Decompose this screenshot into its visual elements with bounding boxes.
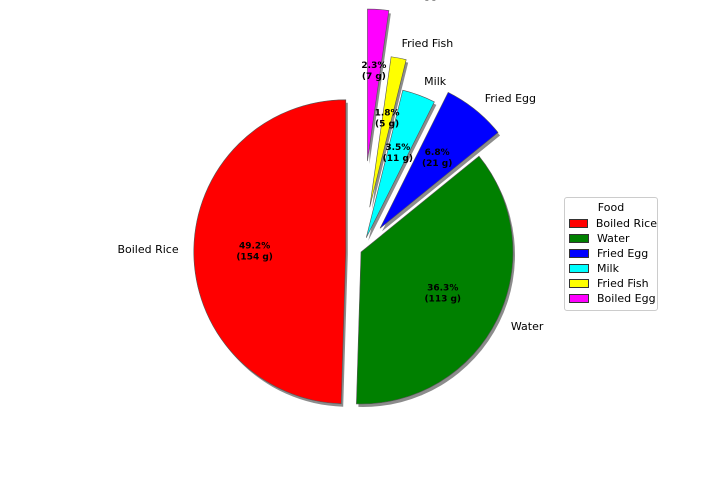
legend-title: Food xyxy=(597,201,625,214)
percent-label-fried-egg: 6.8% (21 g) xyxy=(422,148,452,169)
legend-swatch xyxy=(569,294,589,303)
slice-label-water: Water xyxy=(511,320,544,333)
slice-shadow-fried-fish xyxy=(371,59,409,211)
pie-slice-fried-fish xyxy=(369,56,407,208)
legend-label: Boiled Rice xyxy=(595,217,657,230)
category-labels: Boiled Rice Water Fried Egg Milk Fried Fish B… xyxy=(117,0,543,333)
percent-labels: 49.2% (154 g) 36.3% (113 g) 6.8% (21 g) 3.5% (1… xyxy=(236,61,461,304)
pie-slice-boiled-rice xyxy=(193,99,347,405)
slice-label-fried-egg: Fried Egg xyxy=(485,92,536,105)
legend-entry-fried-egg: Fried Egg xyxy=(565,246,657,261)
legend-swatch xyxy=(569,219,588,228)
legend-entry-fried-fish: Fried Fish xyxy=(565,276,657,291)
pie-slice-boiled-egg xyxy=(367,8,390,162)
pie-slices xyxy=(193,8,514,405)
legend-entry-boiled-egg: Boiled Egg xyxy=(565,291,657,306)
slice-label-milk: Milk xyxy=(424,75,447,88)
pie-slice-milk xyxy=(365,89,435,238)
percent-label-boiled-egg: 2.3% (7 g) xyxy=(361,61,386,82)
percent-label-milk: 3.5% (11 g) xyxy=(383,143,413,164)
pie-slice-water xyxy=(356,155,514,405)
legend-entry-water: Water xyxy=(565,231,657,246)
percent-label-fried-fish: 1.8% (5 g) xyxy=(375,109,400,130)
legend-entry-milk: Milk xyxy=(565,261,657,276)
legend-swatch xyxy=(569,279,589,288)
pie-slice-fried-egg xyxy=(379,92,499,229)
legend-label: Milk xyxy=(597,262,619,275)
slice-label-fried-fish: Fried Fish xyxy=(402,37,454,50)
slice-label-boiled-rice: Boiled Rice xyxy=(117,243,178,256)
slice-label-boiled-egg: Boiled Egg xyxy=(379,0,438,1)
percent-label-boiled-rice: 49.2% (154 g) xyxy=(236,241,273,262)
legend: Food Boiled Rice Water Fried Egg Milk Fried … xyxy=(564,197,658,311)
legend-swatch xyxy=(569,249,589,258)
legend-label: Fried Fish xyxy=(597,277,649,290)
percent-label-water: 36.3% (113 g) xyxy=(424,283,461,304)
legend-label: Boiled Egg xyxy=(597,292,656,305)
legend-label: Fried Egg xyxy=(597,247,649,260)
legend-swatch xyxy=(569,264,589,273)
legend-label: Water xyxy=(597,232,630,245)
legend-entry-boiled-rice: Boiled Rice xyxy=(565,216,657,231)
legend-swatch xyxy=(569,234,589,243)
legend-entries: Boiled Rice Water Fried Egg Milk Fried Fish B… xyxy=(565,216,657,306)
